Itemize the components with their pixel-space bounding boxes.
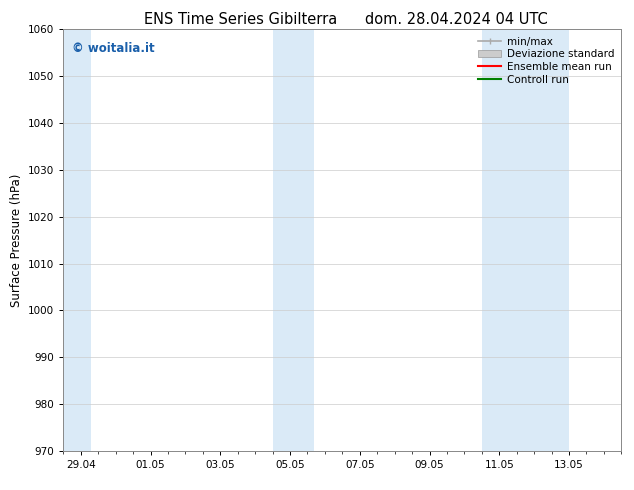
Legend: min/max, Deviazione standard, Ensemble mean run, Controll run: min/max, Deviazione standard, Ensemble m… (476, 35, 616, 87)
Text: ENS Time Series Gibilterra: ENS Time Series Gibilterra (145, 12, 337, 27)
Y-axis label: Surface Pressure (hPa): Surface Pressure (hPa) (10, 173, 23, 307)
Bar (63, 29, 91, 451)
Text: © woitalia.it: © woitalia.it (72, 42, 155, 55)
Bar (273, 29, 314, 451)
Text: dom. 28.04.2024 04 UTC: dom. 28.04.2024 04 UTC (365, 12, 548, 27)
Bar (482, 29, 569, 451)
